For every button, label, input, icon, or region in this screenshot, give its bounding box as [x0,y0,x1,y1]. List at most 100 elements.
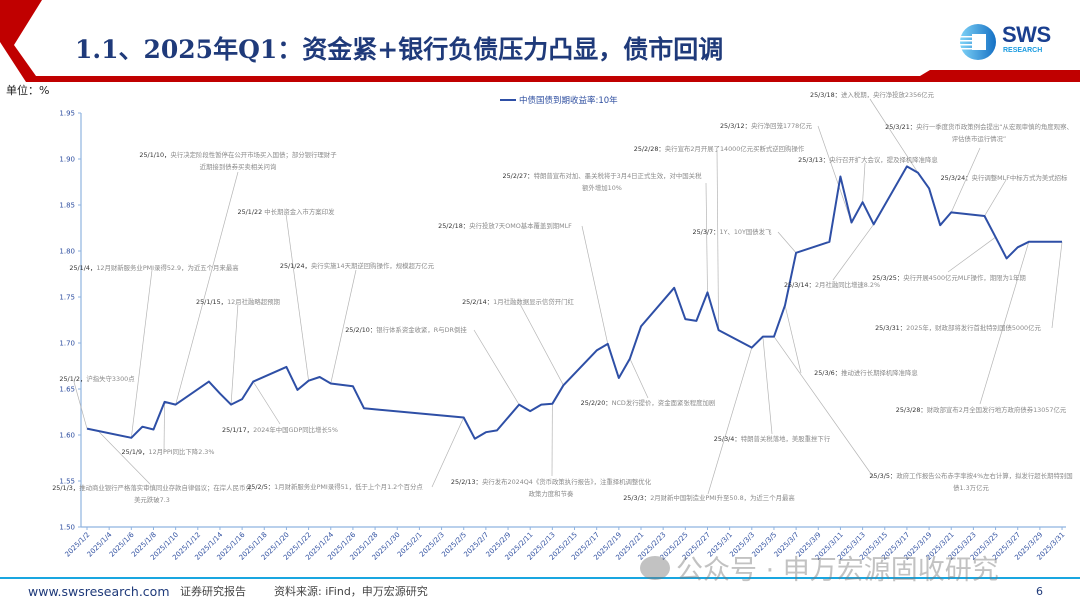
annotation-date: 25/3/18： [810,91,842,99]
annotation-text: 央行一季度货币政策例会提出“从宏观审慎的角度观察、评估债市运行情况” [916,123,1073,143]
chart-annotation: 25/1/9，12月PPI同比下降2.3% [118,446,218,458]
annotation-leader-line [1051,241,1063,329]
chart-annotation: 25/3/7：1Y、10Y国债发飞 [686,226,778,238]
annotation-leader-line [773,336,875,479]
annotation-leader-line [777,231,797,254]
annotation-date: 25/2/18： [438,222,470,230]
annotation-date: 25/3/13： [798,156,830,164]
annotation-leader-line [979,241,1030,405]
annotation-leader-line [705,182,708,293]
chart-annotation: 25/3/24：央行调整MLF中标方式为美式招标 [934,172,1074,184]
annotation-leader-line [519,303,564,386]
y-tick-label: 1.95 [59,110,75,118]
chart-annotation: 25/3/31：2025年，财政部将发行首批特别国债5000亿元 [866,322,1050,334]
annotation-date: 25/3/24： [940,174,972,182]
annotation-leader-line [130,269,153,438]
annotation-text: 特朗普宣布对加、墨关税将于3月4日正式生效，对中国关税额外增加10% [533,172,702,192]
annotation-date: 25/3/7： [692,228,720,236]
annotation-text: 央行调整MLF中标方式为美式招标 [971,174,1068,182]
chart-annotation: 25/3/3：2月财新中国制造业PMI升至50.8，为近三个月最高 [614,492,804,504]
y-tick-label: 1.85 [59,202,75,210]
y-tick-label: 1.70 [59,340,75,348]
chart-annotation: 25/2/13：央行发布2024Q4《货币政策执行报告》，注重择机调整优化政策力… [448,476,654,500]
annotation-leader-line [832,224,874,281]
chart-annotation: 25/3/18：进入税期，央行净投放2356亿元 [802,89,942,101]
chart-annotation: 25/1/2，沪指失守3300点 [52,373,142,385]
annotation-text: 央行开展4500亿元MLF操作，期限为1年期 [903,274,1026,282]
chart-annotation: 25/2/20：NCD发行提价，资金面紧张程度加剧 [572,397,724,409]
chart-annotation: 25/1/24，央行实施14天期逆回购操作，规模超万亿元 [274,260,440,272]
annotation-text: 银行体系资金收紧，R与DR倒挂 [376,326,467,334]
annotation-date: 25/2/13： [450,478,482,486]
annotation-text: 1月社融数据显示信贷开门红 [493,298,574,306]
annotation-leader-line [163,401,165,453]
annotation-text: 推动商业银行严格落实审慎同业存款自律倡议；在岸人民币兑美元跌破7.3 [79,484,252,504]
annotation-leader-line [762,336,773,435]
chart-annotation: 25/1/10，央行决定阶段性暂停在公开市场买入国债；部分银行理财子近期接到债券… [138,149,338,173]
annotation-text: 进入税期，央行净投放2356亿元 [841,91,934,99]
annotation-text: 2月财新中国制造业PMI升至50.8，为近三个月最高 [650,494,795,502]
page-number: 6 [1036,585,1043,598]
annotation-text: NCD发行提价，资金面紧张程度加剧 [611,399,716,407]
annotation-text: 推动进行长期择机降准降息 [841,369,918,377]
legend-label: 中债国债到期收益率:10年 [519,96,618,106]
watermark-text: 公众号 · 申万宏源固收研究 [676,555,999,586]
annotation-date: 25/2/27： [502,172,534,180]
annotation-leader-line [629,358,649,399]
annotation-leader-line [716,149,719,331]
chart-annotation: 25/3/21：央行一季度货币政策例会提出“从宏观审慎的角度观察、评估债市运行情… [884,121,1074,145]
chart-annotation: 25/1/22 中长期资金入市方案印发 [230,206,342,218]
annotation-text: 央行发布2024Q4《货币政策执行报告》，注重择机调整优化政策力度和节奏 [481,478,652,498]
annotation-text: 2月社融同比增速8.2% [814,281,881,289]
annotation-leader-line [817,125,852,223]
annotation-leader-line [252,381,281,425]
annotation-date: 25/2/10： [345,326,377,334]
unit-label: 单位：% [6,84,50,97]
annotation-date: 25/3/28： [895,406,927,414]
annotation-date: 25/3/6： [814,369,842,377]
annotation-leader-line [862,162,866,203]
annotation-leader-line [947,236,996,273]
chart-annotation: 25/2/14：1月社融数据显示信贷开门红 [456,296,580,308]
annotation-date: 25/3/5： [869,472,897,480]
logo-globe-icon [960,24,996,60]
logo-text: SWS [1002,22,1051,47]
annotation-date: 25/2/28： [633,145,665,153]
logo-subtext: RESEARCH [1003,47,1043,54]
sws-logo: SWS RESEARCH [958,22,1068,62]
annotation-leader-line [581,225,609,344]
annotation-date: 25/2/20： [580,399,612,407]
annotation-leader-line [97,430,151,485]
series-line-10y-yield [86,165,1062,440]
chart-annotation: 25/3/12：央行净回笼1778亿元 [714,120,818,132]
annotation-text: 2025年，财政部将发行首批特别国债5000亿元 [906,324,1041,332]
chart-annotation: 25/2/5：1月财新服务业PMI录得51，低于上个月1.2个百分点 [236,481,434,493]
annotation-text: 央行实施14天期逆回购操作，规模超万亿元 [310,262,435,270]
chart-annotation: 25/1/4，12月财新服务业PMI录得52.9，为近五个月来最高 [64,262,244,274]
chart-annotation: 25/1/17，2024年中国GDP同比增长5% [218,424,342,436]
chart-annotation: 25/3/4：特朗普关税落地，美股重挫下行 [706,433,838,445]
annotation-leader-line [950,147,981,213]
annotation-text: 央行投放7天OMO基本覆盖到期MLF [469,222,572,230]
annotation-text: 央行宣布2月开展了14000亿元买断式逆回购操作 [664,145,805,153]
annotation-date: 25/1/15， [196,298,228,306]
annotation-date: 25/3/21： [885,123,917,131]
annotation-date: 25/3/31： [875,324,907,332]
annotation-date: 25/2/14： [462,298,494,306]
annotation-leader-line [230,302,239,405]
chart-annotation: 25/1/3，推动商业银行严格落实审慎同业存款自律倡议；在岸人民币兑美元跌破7.… [52,482,252,506]
footer-report-type: 证券研究报告 [180,585,246,598]
annotation-date: 25/1/22 [237,208,265,216]
footer-url[interactable]: www.swsresearch.com [28,584,170,599]
annotation-leader-line [175,171,239,405]
header-decoration [0,0,1080,82]
annotation-date: 25/1/2， [59,375,87,383]
legend-swatch [500,99,516,101]
annotation-text: 12月PPI同比下降2.3% [148,448,215,456]
chart-annotation: 25/3/6：推动进行长期择机降准降息 [800,367,932,379]
chart-annotation: 25/3/14：2月社融同比增速8.2% [780,279,884,291]
chart-annotation: 25/2/10：银行体系资金收紧，R与DR倒挂 [338,324,474,336]
chart-annotation: 25/2/27：特朗普宣布对加、墨关税将于3月4日正式生效，对中国关税额外增加1… [500,170,704,194]
footer-divider [0,577,1080,579]
